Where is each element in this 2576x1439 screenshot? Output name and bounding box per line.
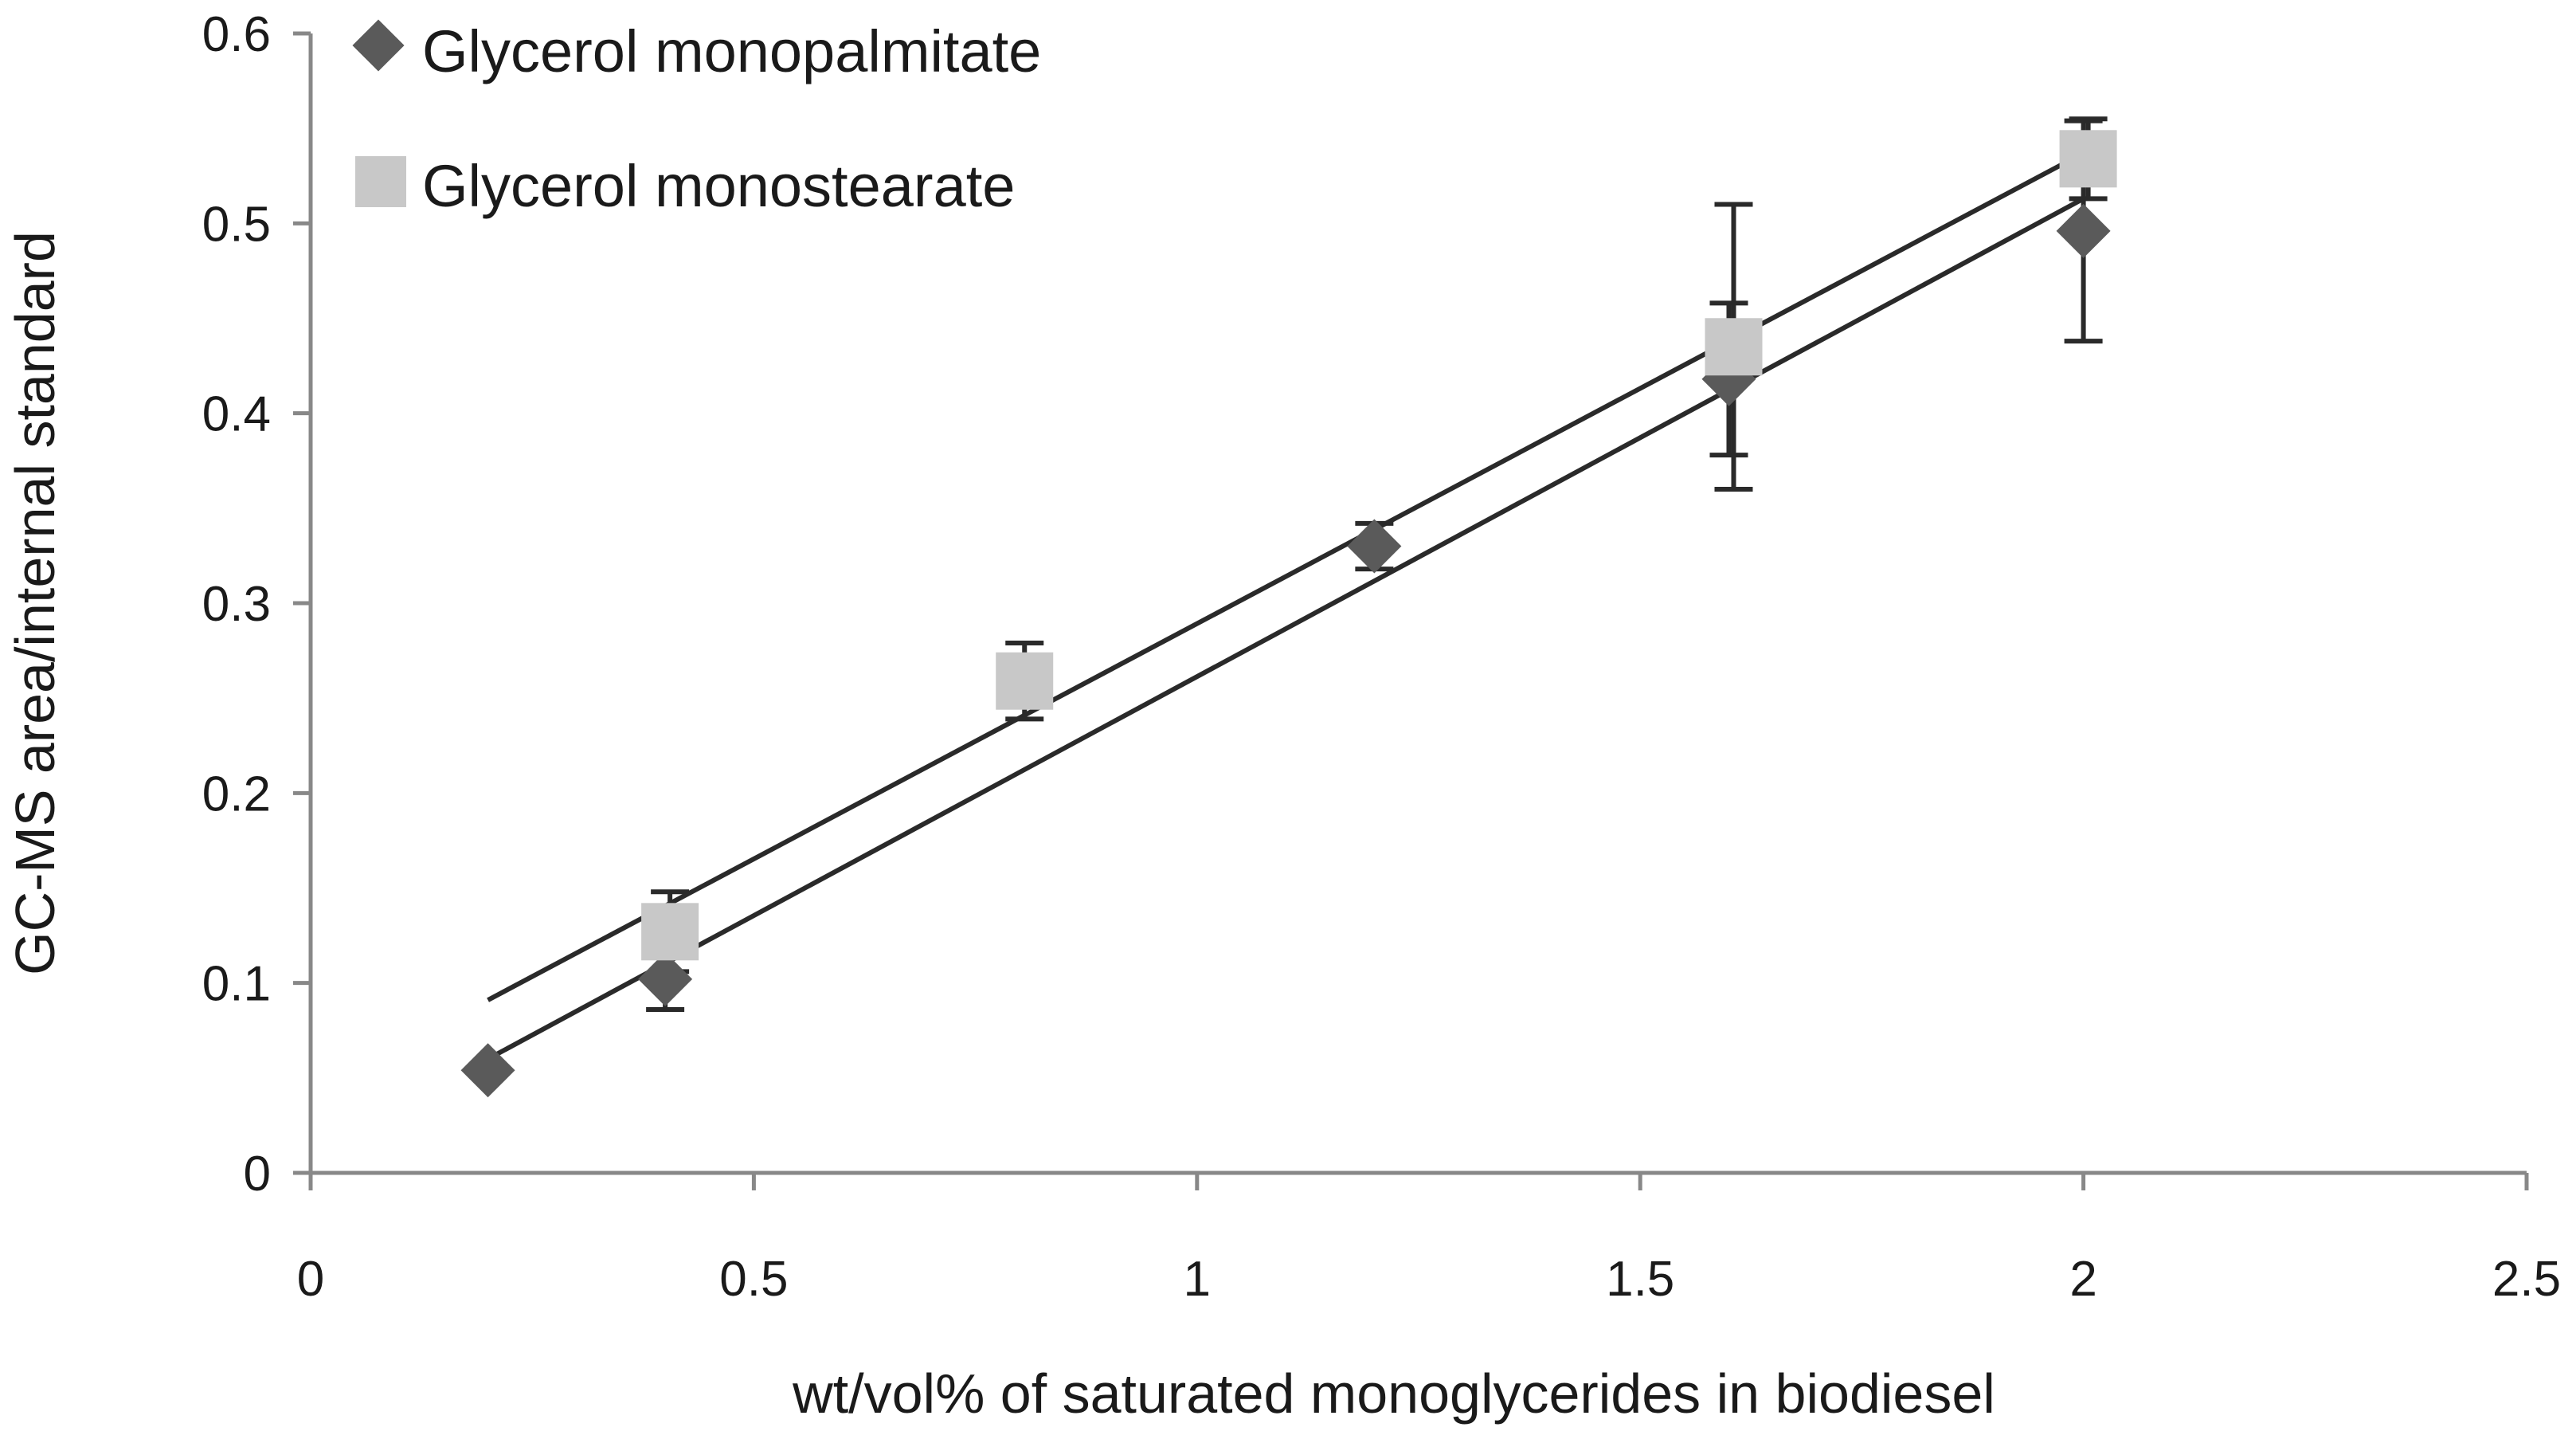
x-tick-label: 2	[2069, 1252, 2096, 1307]
data-points	[460, 130, 2117, 1098]
y-axis-title: GC-MS area/internal standard	[4, 231, 66, 975]
x-tick-label: 1.5	[1606, 1252, 1674, 1307]
data-point-monostearate	[641, 903, 699, 961]
legend-label-monopalmitate: Glycerol monopalmitate	[422, 18, 1041, 84]
data-point-monopalmitate	[2056, 203, 2111, 258]
x-ticks: 0 0.5 1 1.5 2 2.5	[297, 1173, 2561, 1307]
legend-label-monostearate: Glycerol monostearate	[422, 153, 1015, 219]
data-point-monopalmitate	[638, 951, 693, 1006]
trendline-series-1	[487, 151, 2085, 1002]
data-point-monopalmitate	[1347, 519, 1402, 574]
legend: Glycerol monopalmitate Glycerol monostea…	[352, 18, 1041, 219]
x-tick-label: 1	[1184, 1252, 1211, 1307]
legend-marker-monostearate	[355, 156, 406, 207]
legend-marker-monopalmitate	[352, 19, 405, 72]
trendlines	[487, 151, 2085, 1061]
x-tick-label: 2.5	[2492, 1252, 2561, 1307]
data-point-monostearate	[2059, 130, 2117, 188]
trendline-series-0	[487, 196, 2085, 1061]
x-axis-title: wt/vol% of saturated monoglycerides in b…	[792, 1363, 1995, 1425]
y-tick-label: 0.1	[202, 957, 271, 1012]
y-tick-label: 0.4	[202, 387, 271, 442]
x-tick-label: 0	[297, 1252, 324, 1307]
data-point-monostearate	[1705, 318, 1763, 376]
data-point-monostearate	[996, 652, 1054, 710]
y-tick-label: 0.6	[202, 7, 271, 62]
x-tick-label: 0.5	[719, 1252, 788, 1307]
y-tick-label: 0.3	[202, 577, 271, 632]
y-ticks: 0 0.1 0.2 0.3 0.4 0.5 0.6	[202, 7, 311, 1202]
data-point-monopalmitate	[460, 1043, 515, 1098]
y-tick-label: 0	[244, 1147, 271, 1202]
y-tick-label: 0.5	[202, 197, 271, 252]
y-tick-label: 0.2	[202, 767, 271, 821]
